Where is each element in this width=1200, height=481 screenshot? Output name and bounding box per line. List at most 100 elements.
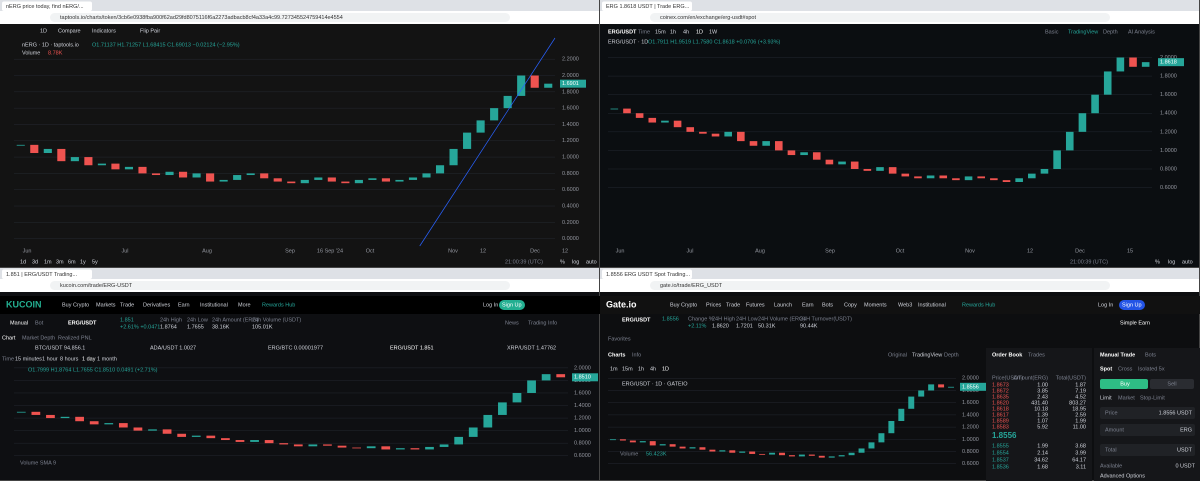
y-tick-label: 1.0000 <box>562 155 579 161</box>
ui-label: Depth <box>944 352 959 358</box>
order-amount: 2.14 <box>1037 450 1048 456</box>
order-book-panel <box>986 348 1092 481</box>
candle <box>739 451 746 453</box>
candle <box>848 452 855 456</box>
candle <box>1078 113 1087 132</box>
candle <box>314 177 323 180</box>
ui-label: 1m <box>610 366 618 372</box>
ui-label: 15m <box>655 29 666 35</box>
candle <box>610 108 619 110</box>
ui-label: Web3 <box>898 302 912 308</box>
active-tab[interactable] <box>602 269 692 280</box>
candle <box>517 75 526 96</box>
candle <box>279 443 289 445</box>
candle <box>89 421 99 425</box>
candle <box>812 152 821 160</box>
y-tick-label: 0.8000 <box>1160 166 1177 172</box>
ui-label: 1d <box>20 259 26 265</box>
y-tick-label: 2.0000 <box>962 376 979 382</box>
input-field[interactable] <box>1100 424 1195 436</box>
y-tick-label: 2.0000 <box>1160 55 1177 61</box>
ui-label: Indicators <box>92 28 116 34</box>
y-tick-label: 0.6000 <box>962 461 979 467</box>
ui-label: 21:00:39 (UTC) <box>1070 259 1108 265</box>
order-price: 1.8589 <box>992 418 1009 424</box>
candle <box>888 167 897 174</box>
ui-label: 1D <box>662 366 669 372</box>
ui-label: O1.7999 H1.8764 L1.7655 C1.8510 0.0491 (… <box>28 367 158 373</box>
tab-bar <box>0 268 600 279</box>
candle <box>619 439 626 441</box>
url: kucoin.com/trade/ERG-USDT <box>60 283 133 289</box>
candle <box>724 131 732 137</box>
ui-label: nERG · 1D · taptools.io <box>22 42 79 48</box>
candle <box>629 440 636 443</box>
url: coinex.com/en/exchange/erg-usdt#spot <box>660 15 756 21</box>
ui-label: Copy <box>844 302 857 308</box>
candle <box>46 414 55 419</box>
input-field[interactable] <box>1100 444 1195 456</box>
ui-label: 50.31K <box>758 323 776 329</box>
ui-label: 24h High <box>160 317 182 323</box>
sign-up-button[interactable] <box>1119 300 1145 310</box>
buy-button[interactable] <box>1100 379 1148 389</box>
candle <box>381 178 390 182</box>
ui-label: 6m <box>68 259 76 265</box>
trend-line <box>419 37 556 247</box>
ui-label: Available <box>1100 463 1122 469</box>
ui-label: Log In <box>483 302 498 308</box>
candle <box>16 411 26 413</box>
candle <box>838 161 846 165</box>
sign-up-button[interactable] <box>499 300 525 310</box>
ui-label: 1.8764 <box>160 324 177 330</box>
tab-title: ERG 1.8618 USDT | Trade ERG... <box>606 4 690 10</box>
active-tab[interactable] <box>602 1 692 12</box>
ui-label: Advanced Options <box>1100 473 1145 479</box>
candle <box>759 453 766 455</box>
candle <box>858 448 865 453</box>
ui-label: Total(USDT) <box>1056 375 1086 381</box>
ui-label: Futures <box>746 302 765 308</box>
candle <box>699 447 706 450</box>
order-amount: 5.92 <box>1037 424 1048 430</box>
price-tag: 1.8618 <box>1160 60 1177 66</box>
x-tick-label: 16 Sep '24 <box>317 248 343 254</box>
input-field[interactable] <box>1100 407 1195 419</box>
price-tag: 1.8510 <box>574 375 591 381</box>
candle <box>719 450 726 452</box>
candle <box>876 167 884 171</box>
ui-label: 4h <box>683 29 689 35</box>
active-tab[interactable] <box>2 1 92 12</box>
active-tab[interactable] <box>2 269 92 280</box>
order-total: 11.00 <box>1073 424 1086 430</box>
candle <box>133 427 143 431</box>
candle <box>70 157 79 162</box>
ui-label: 3m <box>56 259 64 265</box>
candle <box>293 444 303 447</box>
ui-label: ERG/BTC 0.00001977 <box>268 345 323 351</box>
ui-label: Favorites <box>608 336 631 342</box>
address-bar[interactable] <box>50 13 510 22</box>
ui-label: 15m <box>622 366 633 372</box>
address-bar[interactable] <box>50 281 510 290</box>
ui-label: 1.8556 <box>662 316 679 322</box>
ui-label: More <box>238 302 251 308</box>
ui-label: 1 day <box>82 356 96 362</box>
candle <box>699 131 707 134</box>
candle <box>918 390 925 397</box>
order-amount: 1.07 <box>1037 418 1048 424</box>
y-tick-label: 0.4000 <box>562 203 579 209</box>
y-tick-label: 1.2000 <box>562 138 579 144</box>
address-bar[interactable] <box>650 13 1110 22</box>
ui-label: Market <box>1118 395 1135 401</box>
candle <box>16 144 25 146</box>
order-total: 7.19 <box>1075 388 1086 394</box>
y-tick-label: 2.0000 <box>574 365 591 371</box>
browser-window: ERG 1.8618 USDT | Trade ERG... coinex.com… <box>600 0 1200 268</box>
address-bar[interactable] <box>650 281 1110 290</box>
ui-label: Manual <box>10 320 28 326</box>
candle <box>779 452 785 456</box>
sell-button[interactable] <box>1150 379 1194 389</box>
candle <box>381 446 391 450</box>
